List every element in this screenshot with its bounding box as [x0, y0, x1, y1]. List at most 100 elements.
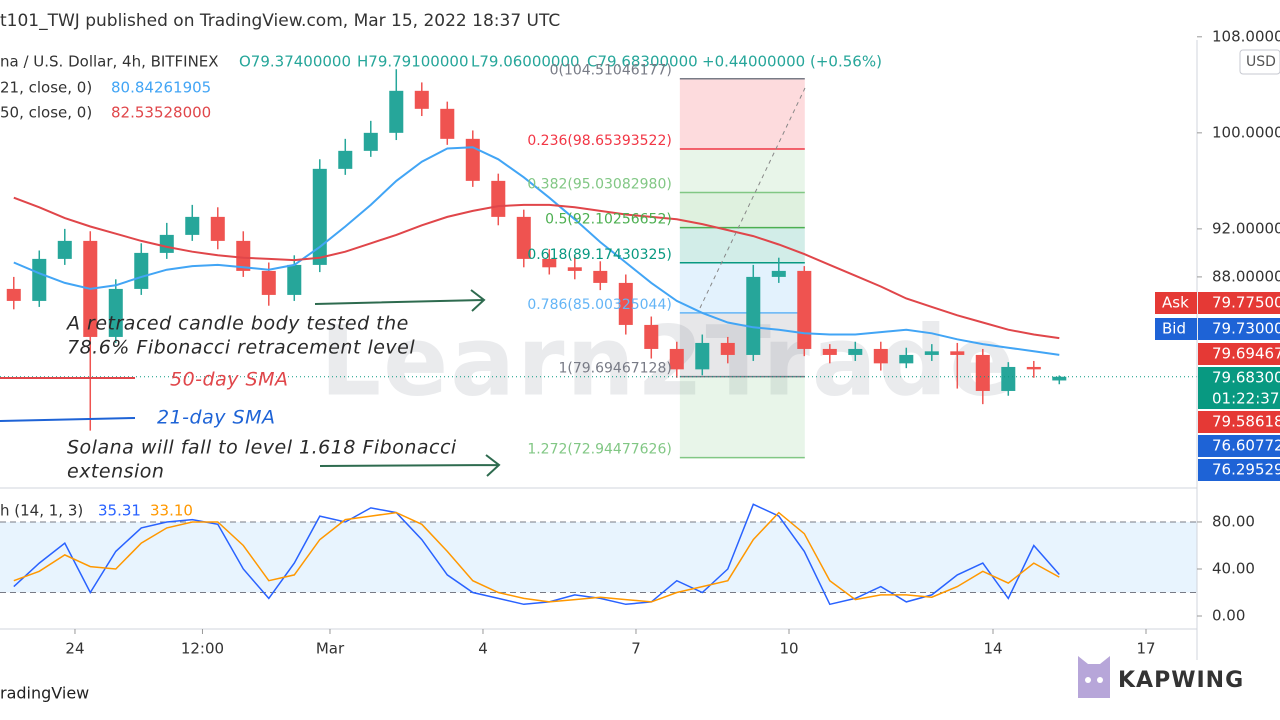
annotation: A retraced candle body tested the [65, 313, 409, 335]
fib-label: 0.382(95.03082980) [527, 176, 672, 192]
annotation: Solana will fall to level 1.618 Fibonacc… [67, 437, 457, 459]
x-tick-label: 14 [983, 640, 1002, 658]
candle-body [822, 348, 837, 355]
price-tag-box [1198, 411, 1280, 433]
candle-body [669, 348, 684, 370]
candle-body [491, 180, 506, 217]
candle-body [644, 324, 659, 349]
watermark: Learn2Trade [320, 305, 1016, 417]
annotation-arrow [314, 289, 486, 312]
stoch-y-tick-label: 80.00 [1212, 512, 1255, 530]
candle-body [185, 216, 200, 235]
sma50-value: 82.53528000 [111, 104, 211, 122]
price-tag-name-box [1155, 318, 1197, 340]
stoch-k-value: 35.31 [98, 502, 141, 520]
price-tag-name: Ask [1162, 294, 1189, 312]
candle-body [414, 90, 429, 109]
logo-eye [1097, 677, 1103, 683]
stoch-band [0, 521, 1197, 593]
x-tick-label: 12:00 [181, 640, 224, 658]
ohlc-low: L79.06000000 [471, 53, 580, 71]
price-tag-label: 79.69467 [1212, 345, 1280, 363]
fib-band [679, 262, 805, 313]
candle-body [210, 216, 225, 241]
candle-body [797, 270, 812, 349]
price-tag-box [1198, 367, 1280, 409]
candle-body [389, 90, 404, 133]
logo-eye [1085, 677, 1091, 683]
price-tag-box [1198, 459, 1280, 481]
x-tick-label: 4 [478, 640, 488, 658]
candle-body [363, 132, 378, 151]
price-tag-box [1198, 343, 1280, 365]
annotation: extension [67, 461, 164, 483]
annotation: 50-day SMA [170, 369, 288, 391]
stoch-y-tick-label: 40.00 [1212, 559, 1255, 577]
currency-label: USD [1246, 54, 1276, 70]
sma-line [13, 196, 1060, 340]
candle-body [159, 234, 174, 253]
sma21-value: 80.84261905 [111, 79, 211, 97]
logo-icon [1078, 656, 1110, 698]
publish-header: t101_TWJ published on TradingView.com, M… [0, 11, 560, 31]
change-label: +0.44000000 (+0.56%) [702, 53, 882, 71]
fib-label: 0.618(89.17430325) [527, 247, 672, 263]
candle-body [236, 240, 251, 271]
candle-body [338, 150, 353, 169]
footer-source: radingView [0, 684, 89, 703]
sma-line [13, 146, 1060, 356]
sma50-legend: 50, close, 0) [0, 104, 92, 122]
y-tick-label: 108.00000 [1212, 27, 1280, 45]
stoch-d-value: 33.10 [150, 502, 193, 520]
currency-badge[interactable] [1239, 49, 1280, 75]
fib-label: 1.272(72.94477626) [527, 442, 672, 458]
fib-band [679, 192, 805, 228]
candle-body [57, 240, 72, 259]
y-tick-label: 92.00000 [1212, 219, 1280, 237]
overlay-layer: t101_TWJ published on TradingView.com, M… [0, 11, 1280, 703]
ohlc-open: O79.37400000 [239, 53, 351, 71]
sma21-legend: 21, close, 0) [0, 79, 92, 97]
annotation-arrow [319, 454, 501, 477]
candle-body [1026, 366, 1041, 370]
candle-body [1001, 366, 1016, 391]
x-tick-label: 7 [631, 640, 641, 658]
candle-body [746, 276, 761, 355]
candle-body [1052, 376, 1067, 381]
candle-body [312, 168, 327, 265]
x-tick-label: 10 [779, 640, 798, 658]
candle-body [108, 288, 123, 337]
x-tick-label: 24 [65, 640, 84, 658]
price-tag-label: 79.68300 [1212, 369, 1280, 387]
candle-body [134, 252, 149, 289]
fib-label: 1(79.69467128) [558, 361, 671, 377]
candle-body [516, 216, 531, 259]
candle-body [771, 270, 786, 277]
candle-body [975, 354, 990, 391]
stoch-line [13, 511, 1060, 603]
candle-body [287, 264, 302, 295]
price-tag-box [1198, 292, 1280, 314]
candle-body [848, 348, 863, 355]
sma21-marker [0, 417, 136, 422]
x-tick-label: Mar [316, 640, 345, 658]
price-tag-label: 79.58618 [1212, 413, 1280, 431]
symbol-label: na / U.S. Dollar, 4h, BITFINEX [0, 53, 219, 71]
candle-body [695, 342, 710, 370]
candle-body [593, 270, 608, 283]
candle-body [618, 282, 633, 325]
fib-band [679, 78, 805, 150]
candle-body [6, 288, 21, 301]
ohlc-close: C79.68300000 [587, 53, 698, 71]
price-tag-label: 76.60772 [1212, 437, 1280, 455]
candle-body [924, 351, 939, 355]
annotation: 21-day SMA [157, 407, 275, 429]
annotation: 78.6% Fibonacci retracement level [67, 337, 415, 359]
plot-layer [0, 69, 1197, 606]
fib-label: 0(104.51046177) [550, 63, 672, 79]
candle-body [440, 108, 455, 139]
candle-body [542, 258, 557, 268]
fib-band [679, 376, 805, 458]
price-tag-countdown: 01:22:37 [1212, 390, 1279, 408]
